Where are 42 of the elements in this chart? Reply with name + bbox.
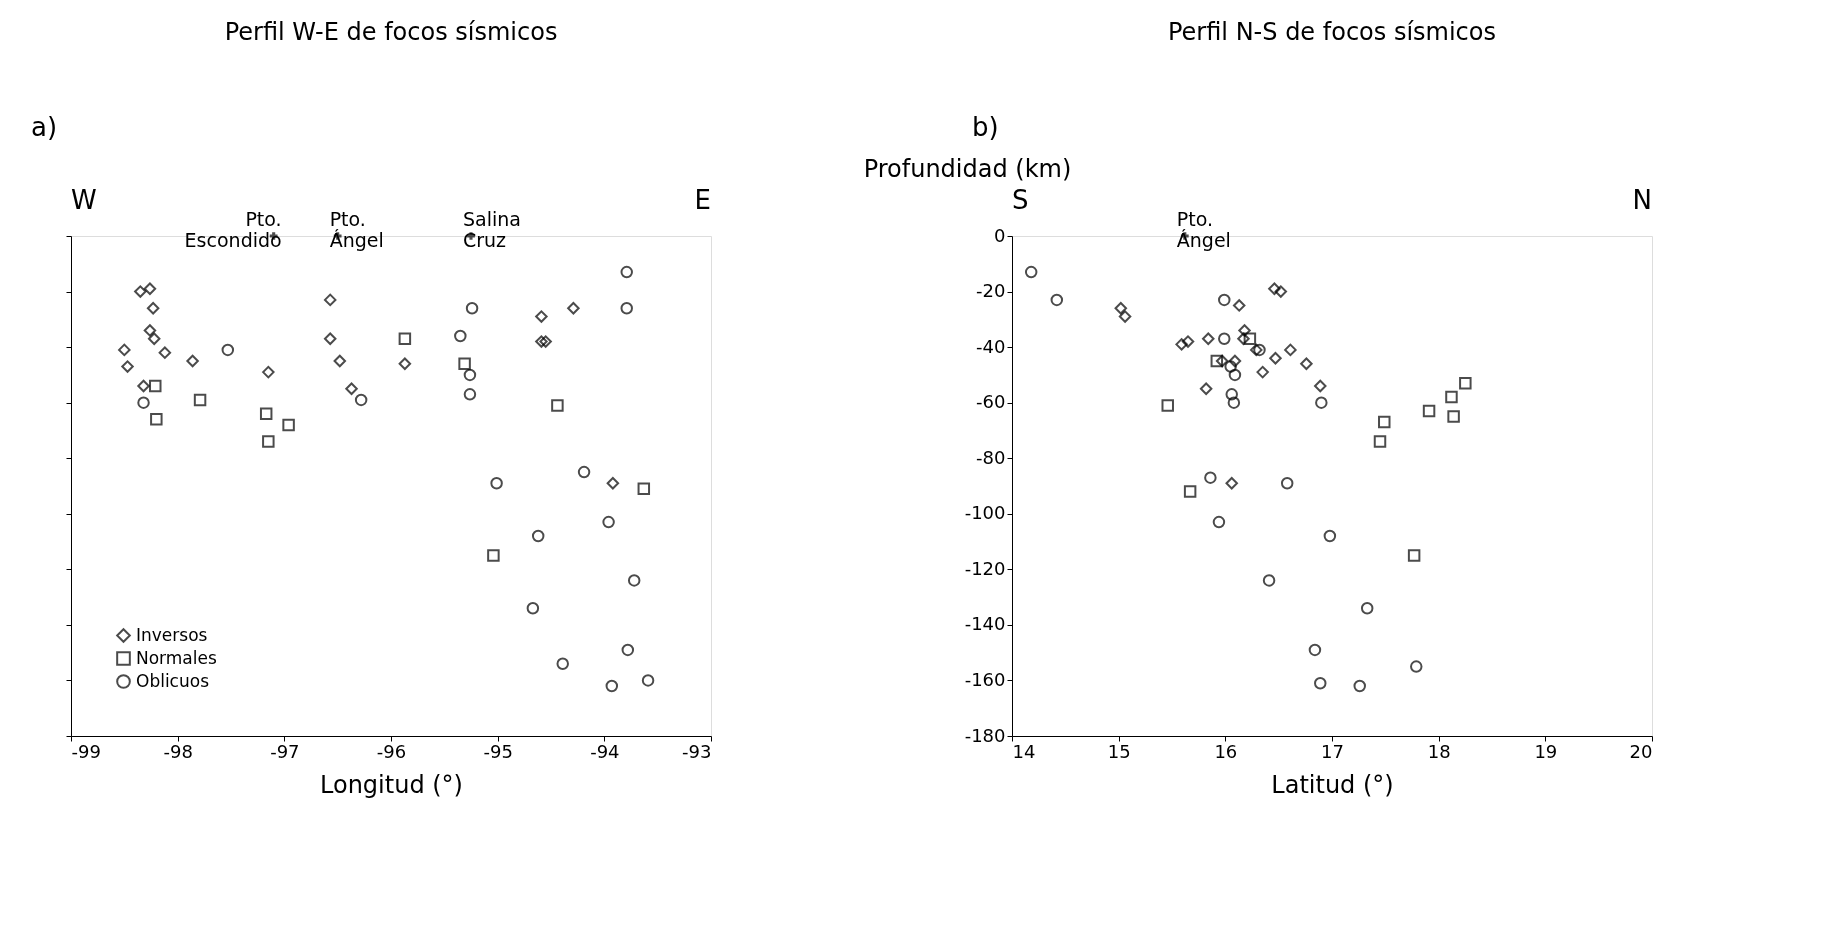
text: E bbox=[694, 185, 711, 215]
chart-title: Perfil W-E de focos sísmicos bbox=[224, 18, 558, 46]
x-tick-label: -94 bbox=[590, 740, 620, 762]
text: b) bbox=[972, 112, 999, 142]
y-tick-label: -100 bbox=[964, 502, 1006, 524]
text: W bbox=[71, 185, 97, 215]
y-tick-label: -40 bbox=[976, 335, 1006, 357]
x-tick-label: -96 bbox=[376, 740, 407, 762]
annotation: Pto. Ángel bbox=[329, 208, 384, 251]
legend-label: Normales bbox=[136, 647, 217, 668]
y-axis-title: Profundidad (km) bbox=[863, 154, 1072, 183]
y-tick-label: -160 bbox=[964, 668, 1006, 690]
x-tick-label: -97 bbox=[270, 740, 300, 762]
x-tick-label: -98 bbox=[163, 740, 193, 762]
y-tick-label: -60 bbox=[976, 391, 1006, 413]
x-tick-label: 20 bbox=[1629, 740, 1653, 762]
x-tick-label: 15 bbox=[1107, 740, 1131, 762]
text: S bbox=[1012, 185, 1029, 215]
y-tick-label: -120 bbox=[964, 557, 1006, 579]
x-tick-label: 16 bbox=[1214, 740, 1238, 762]
annotation: Pto. Ángel bbox=[1176, 208, 1231, 251]
text: N bbox=[1632, 185, 1652, 215]
text: a) bbox=[31, 112, 58, 142]
x-axis-title: Latitud (°) bbox=[1271, 770, 1394, 799]
x-tick-label: -99 bbox=[71, 740, 101, 762]
legend-label: Inversos bbox=[136, 624, 208, 645]
y-tick-label: -140 bbox=[964, 613, 1006, 635]
x-tick-label: 14 bbox=[1012, 740, 1036, 762]
annotation: Salina Cruz bbox=[463, 208, 521, 251]
x-tick-label: -93 bbox=[682, 740, 712, 762]
x-tick-label: -95 bbox=[483, 740, 513, 762]
y-tick-label: -80 bbox=[976, 446, 1006, 468]
y-tick-label: 0 bbox=[994, 224, 1006, 246]
legend-label: Oblicuos bbox=[136, 670, 210, 691]
x-axis-title: Longitud (°) bbox=[320, 770, 463, 799]
y-tick-label: -20 bbox=[976, 280, 1006, 302]
x-tick-label: 18 bbox=[1427, 740, 1451, 762]
x-tick-label: 19 bbox=[1534, 740, 1558, 762]
y-tick-label: -180 bbox=[964, 724, 1006, 746]
annotation: Pto. Escondido bbox=[184, 208, 282, 251]
chart-title: Perfil N-S de focos sísmicos bbox=[1167, 18, 1497, 46]
x-tick-label: 17 bbox=[1321, 740, 1344, 762]
